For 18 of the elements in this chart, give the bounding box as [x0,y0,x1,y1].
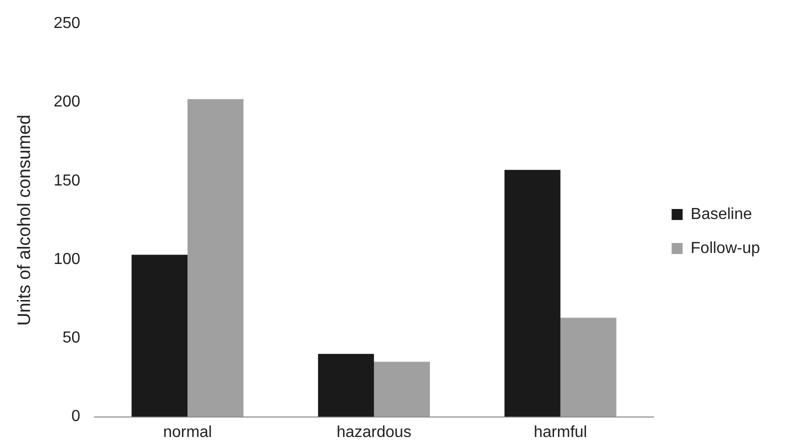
y-tick-label: 50 [62,330,80,347]
bar [560,318,616,417]
legend-label: Baseline [690,206,752,223]
y-tick-label: 150 [54,172,80,190]
x-tick-label: normal [163,424,212,441]
bar [504,170,560,417]
bar [132,254,188,417]
legend-label: Follow-up [690,240,760,257]
x-tick-label: hazardous [336,424,412,441]
y-axis-title: Units of alcohol consumed [14,114,34,326]
x-tick-label: harmful [534,424,588,441]
bar [374,362,430,417]
y-tick-label: 200 [54,94,80,111]
y-tick-label: 250 [54,15,80,32]
bar [318,354,374,417]
bar [188,99,244,417]
y-tick-label: 0 [71,408,80,426]
y-tick-label: 100 [54,250,80,268]
